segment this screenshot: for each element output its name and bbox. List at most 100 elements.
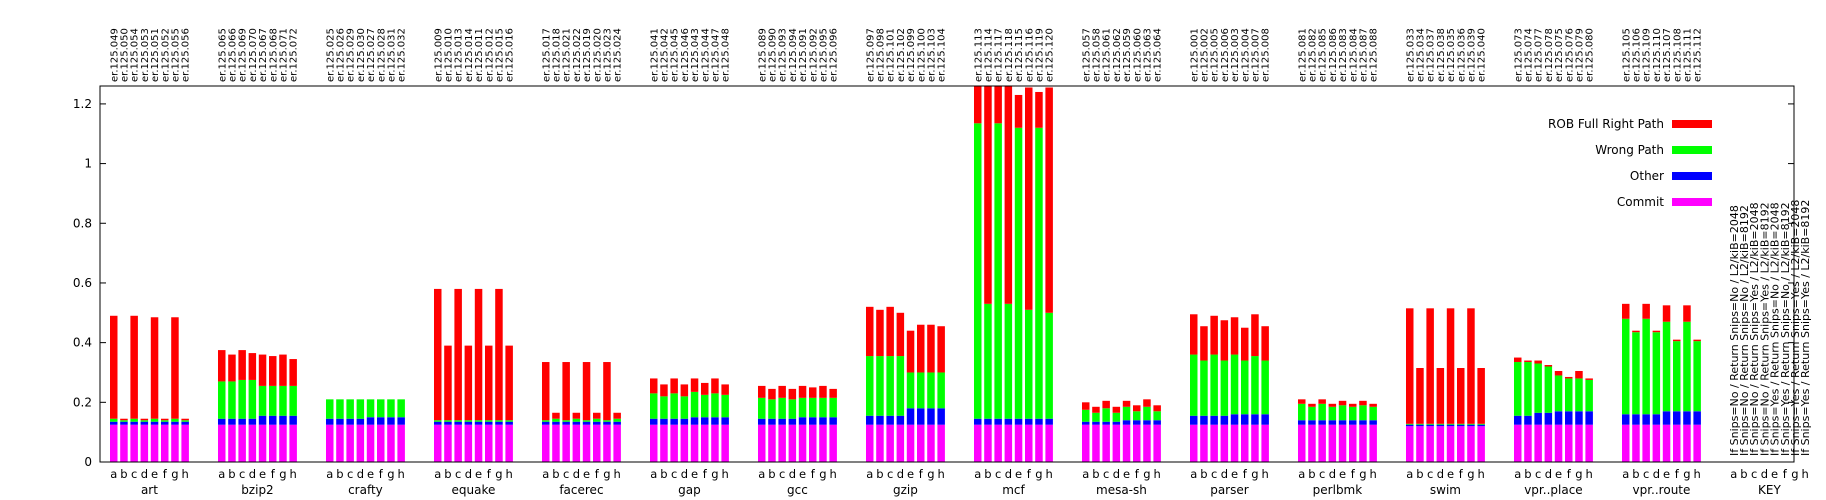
bar-segment-rob — [120, 418, 128, 421]
subcategory-label: d — [1221, 467, 1228, 481]
bar-segment-wrong — [1575, 378, 1583, 412]
bar-segment-other — [1143, 420, 1151, 425]
bar-segment-other — [1112, 421, 1121, 425]
bar-segment-rob — [238, 350, 246, 380]
bar-segment-wrong — [984, 303, 992, 419]
bar-group-art — [110, 315, 189, 462]
subcategory-label: e — [907, 467, 914, 481]
bar-segment-wrong — [1200, 360, 1208, 416]
bar-segment-rob — [1534, 360, 1542, 364]
bar-segment-wrong — [1261, 360, 1269, 415]
bar-segment-other — [171, 421, 179, 425]
run-label: er.125.005 — [1210, 28, 1221, 82]
bar-segment-other — [120, 421, 128, 425]
bar-segment-wrong — [680, 396, 689, 419]
bar-segment-wrong — [917, 372, 925, 409]
bar-segment-other — [1308, 420, 1316, 425]
bar-segment-wrong — [886, 356, 894, 416]
bar-segment-rob — [130, 315, 138, 419]
run-label: er.125.007 — [1250, 28, 1261, 82]
subcategory-label: e — [799, 467, 806, 481]
run-label: er.125.026 — [335, 28, 346, 82]
bar-segment-wrong — [650, 393, 658, 419]
run-label: er.125.022 — [572, 28, 583, 82]
bar-segment-rob — [1112, 406, 1121, 413]
subcategory-label: a — [1298, 467, 1305, 481]
bar-segment-rob — [1565, 376, 1573, 379]
subcategory-label: g — [819, 467, 826, 481]
run-label: er.125.110 — [1652, 28, 1663, 82]
subcategory-label: h — [1586, 467, 1593, 481]
bar-segment-commit — [1359, 424, 1367, 462]
subcategory-label: e — [1123, 467, 1130, 481]
benchmark-label: gzip — [893, 483, 918, 497]
run-label: er.125.078 — [1544, 28, 1555, 82]
run-label: er.125.105 — [1621, 28, 1632, 82]
bar-segment-other — [1045, 418, 1053, 425]
run-label: er.125.036 — [1456, 28, 1467, 82]
bar-segment-other — [927, 408, 935, 425]
bar-segment-commit — [1210, 424, 1218, 462]
bar-segment-commit — [1524, 424, 1532, 462]
bar-segment-commit — [768, 424, 776, 462]
bar-segment-commit — [1406, 426, 1414, 462]
subcategory-label: a — [866, 467, 873, 481]
bar-segment-other — [1683, 411, 1691, 425]
subcategory-label: d — [1113, 467, 1120, 481]
bar-segment-rob — [1673, 339, 1681, 342]
bar-segment-rob — [1632, 330, 1640, 333]
subcategory-label: h — [1802, 467, 1809, 481]
bar-segment-other — [1004, 418, 1013, 425]
bar-segment-rob — [927, 324, 935, 373]
bar-segment-rob — [1514, 357, 1522, 363]
bar-segment-commit — [1200, 424, 1208, 462]
bar-segment-commit — [326, 424, 334, 462]
run-label: er.125.101 — [886, 28, 897, 82]
bar-segment-other — [1133, 420, 1141, 425]
subcategory-label: d — [789, 467, 796, 481]
bar-segment-wrong — [1220, 360, 1229, 416]
bar-segment-rob — [1683, 305, 1691, 322]
run-label: er.125.042 — [659, 28, 670, 82]
subcategory-label: f — [487, 467, 492, 481]
run-label: er.125.029 — [346, 28, 357, 82]
bar-segment-commit — [974, 424, 982, 462]
bar-segment-wrong — [1446, 423, 1455, 425]
subcategory-label: c — [1211, 467, 1217, 481]
bar-segment-rob — [1092, 406, 1100, 413]
bar-segment-wrong — [356, 399, 365, 419]
run-label: er.125.003 — [1230, 28, 1241, 82]
subcategory-label: b — [984, 467, 991, 481]
subcategory-label: c — [995, 467, 1001, 481]
bar-segment-other — [660, 418, 668, 425]
run-label: er.125.010 — [443, 28, 454, 82]
bar-segment-wrong — [994, 123, 1002, 419]
bar-segment-commit — [1426, 426, 1434, 462]
subcategory-label: c — [1643, 467, 1649, 481]
run-label: er.125.100 — [916, 28, 927, 82]
benchmark-label: equake — [452, 483, 496, 497]
run-label: er.125.041 — [649, 28, 660, 82]
bar-segment-rob — [505, 345, 513, 421]
bar-segment-rob — [1585, 378, 1593, 380]
bar-segment-other — [788, 418, 797, 425]
bar-segment-wrong — [444, 420, 452, 422]
bar-segment-wrong — [788, 399, 797, 419]
bar-segment-wrong — [1534, 363, 1542, 413]
run-label: er.125.012 — [484, 28, 495, 82]
bar-segment-other — [866, 415, 874, 425]
run-label: er.125.111 — [1682, 28, 1693, 82]
bar-segment-wrong — [603, 420, 611, 422]
bar-segment-commit — [387, 424, 395, 462]
subcategory-label: h — [398, 467, 405, 481]
bar-segment-other — [218, 418, 226, 425]
bar-segment-wrong — [1585, 379, 1593, 412]
run-label: er.125.069 — [238, 28, 249, 82]
bar-segment-other — [377, 417, 385, 425]
y-tick-label: 0.8 — [73, 216, 92, 230]
run-label: er.125.016 — [505, 28, 516, 82]
subcategory-label: g — [387, 467, 394, 481]
run-label: er.125.024 — [613, 28, 624, 82]
bar-segment-commit — [1544, 424, 1553, 462]
bar-segment-rob — [593, 412, 601, 419]
